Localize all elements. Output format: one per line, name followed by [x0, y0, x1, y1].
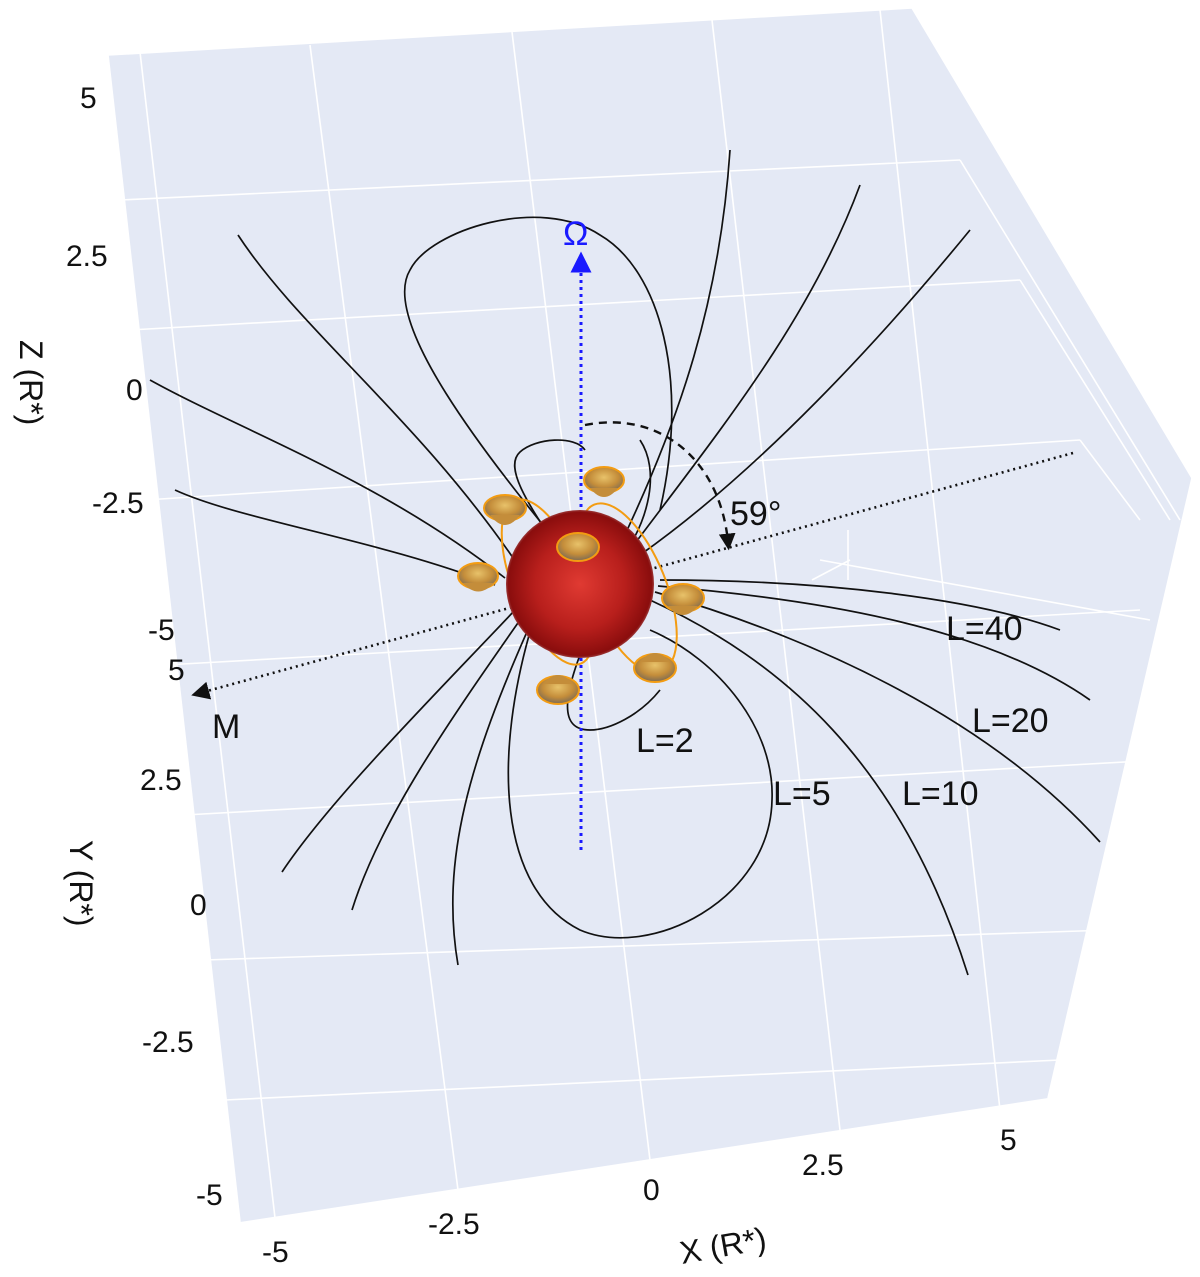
shell-label-L5: L=5	[773, 775, 831, 813]
obliquity-arc	[584, 421, 736, 551]
y-axis-title: Y (R*)	[63, 840, 99, 927]
y-tick-neg2.5: -2.5	[142, 1026, 194, 1059]
plasma-cloud-tail	[640, 653, 670, 662]
z-tick-5: 5	[80, 82, 97, 115]
shell-label-L20: L=20	[972, 702, 1049, 740]
magnetic-axis-label: M	[212, 708, 240, 746]
y-tick-0: 0	[190, 889, 207, 922]
x-tick-0: 0	[643, 1174, 660, 1207]
x-tick-2.5: 2.5	[802, 1149, 844, 1182]
plasma-cloud-tail	[490, 515, 520, 525]
shell-label-L10: L=10	[902, 775, 979, 813]
y-tick-2.5: 2.5	[140, 764, 182, 797]
plasma-cloud-tail	[543, 675, 573, 684]
obliquity-label: 59°	[730, 495, 781, 533]
shell-label-L2: L=2	[636, 722, 694, 760]
z-tick-neg2.5: -2.5	[92, 487, 144, 520]
x-tick-neg5: -5	[262, 1236, 289, 1269]
x-axis-title: X (R*)	[677, 1220, 769, 1271]
y-tick-5: 5	[168, 654, 185, 687]
shell-label-L40: L=40	[946, 610, 1023, 648]
z-axis-title: Z (R*)	[13, 340, 49, 425]
star	[506, 510, 654, 658]
x-tick-neg2.5: -2.5	[428, 1208, 480, 1241]
field-lines-lower	[281, 579, 1101, 976]
plasma-cloud-tail	[463, 583, 494, 592]
y-tick-neg5: -5	[196, 1179, 223, 1212]
axes-pane	[108, 8, 1192, 1222]
plasma-cloud	[556, 532, 600, 562]
plasma-cloud-tail	[590, 488, 618, 497]
plasma-clouds	[457, 466, 705, 705]
plasma-cloud-tail	[668, 606, 698, 615]
x-tick-5: 5	[1000, 1124, 1017, 1157]
z-tick-neg5: -5	[148, 614, 175, 647]
z-tick-0: 0	[126, 374, 143, 407]
magnetic-axis-line	[191, 451, 1074, 700]
z-tick-2.5: 2.5	[66, 240, 108, 273]
rotation-axis-label: Ω	[563, 215, 588, 253]
